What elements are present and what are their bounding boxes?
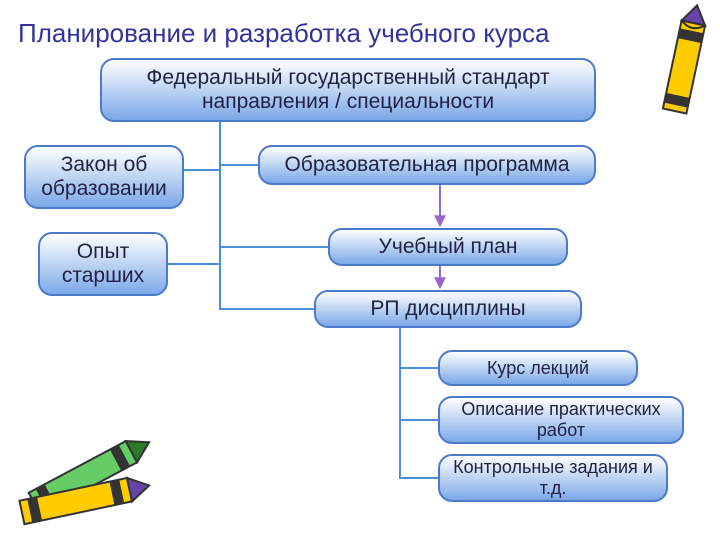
node-federal-label: Федеральный государственный стандарт нап… [112,66,584,114]
node-law-label: Закон об образовании [36,153,172,201]
node-program: Образовательная программа [258,145,596,185]
node-program-label: Образовательная программа [284,153,569,177]
node-senior-label: Опыт старших [50,240,156,288]
node-rp: РП дисциплины [314,290,582,328]
page-title: Планирование и разработка учебного курса [18,18,550,49]
node-practice: Описание практических работ [438,396,684,444]
node-practice-label: Описание практических работ [450,399,672,440]
node-lectures-label: Курс лекций [487,358,589,379]
node-plan: Учебный план [328,228,568,266]
node-plan-label: Учебный план [379,235,518,259]
node-federal: Федеральный государственный стандарт нап… [100,58,596,122]
node-control: Контрольные задания и т.д. [438,454,668,502]
node-control-label: Контрольные задания и т.д. [450,457,656,498]
crayon-top-right-icon [654,2,714,132]
crayon-bottom-left-icon [0,416,180,536]
node-senior: Опыт старших [38,232,168,296]
node-lectures: Курс лекций [438,350,638,386]
node-law: Закон об образовании [24,145,184,209]
node-rp-label: РП дисциплины [370,297,525,321]
